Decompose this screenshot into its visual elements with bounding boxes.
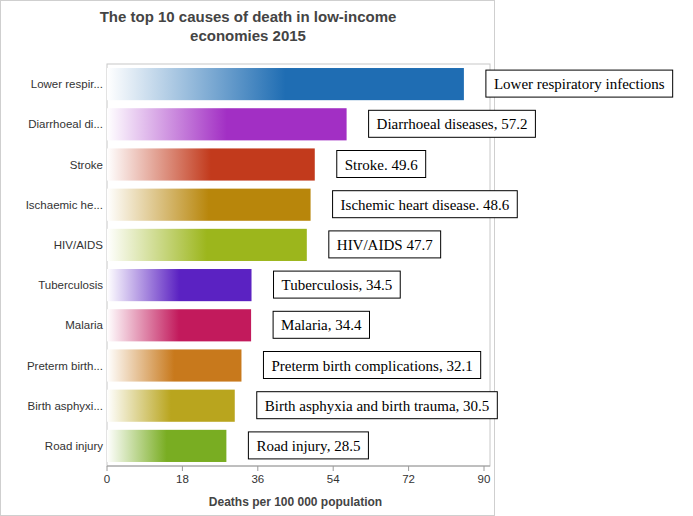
category-label: Stroke	[70, 159, 103, 171]
annotation: Lower respiratory infections	[494, 76, 665, 92]
bar	[107, 349, 241, 381]
annotation: Birth asphyxia and birth trauma, 30.5	[265, 398, 490, 414]
annotation: Stroke. 49.6	[345, 157, 418, 173]
annotation-box	[329, 231, 441, 258]
x-axis-line	[107, 466, 490, 467]
bar	[107, 189, 311, 221]
tick-mark	[484, 466, 485, 471]
category-label: Preterm birth...	[27, 360, 103, 372]
bar	[107, 108, 347, 140]
annotation-box	[486, 70, 673, 97]
tick-mark	[333, 466, 334, 471]
category-label: HIV/AIDS	[54, 239, 104, 251]
bar	[107, 68, 464, 100]
annotation-box	[273, 311, 369, 338]
annotation: Diarrhoeal diseases, 57.2	[377, 116, 528, 132]
category-label: Diarrhoeal di...	[28, 118, 103, 130]
tick-mark	[107, 466, 108, 471]
title: The top 10 causes of death in low-income…	[100, 8, 397, 44]
annotation: HIV/AIDS 47.7	[337, 237, 433, 253]
x-axis-label: Deaths per 100 000 population	[209, 495, 382, 509]
panel-frame	[1, 1, 495, 516]
tick-label: 0	[104, 473, 110, 485]
category-label: Ischaemic he...	[26, 199, 103, 211]
annotation: Malaria, 34.4	[281, 317, 362, 333]
annotation-box	[257, 392, 498, 419]
category-label: Malaria	[65, 319, 103, 331]
bar	[107, 148, 315, 180]
tick-mark	[408, 466, 409, 471]
annotation-box	[337, 151, 426, 178]
tick-label: 72	[402, 473, 415, 485]
annotation: Preterm birth complications, 32.1	[271, 358, 472, 374]
tick-label: 90	[478, 473, 491, 485]
tick-mark	[182, 466, 183, 471]
annotation: Road injury, 28.5	[256, 438, 360, 454]
annotation-box	[274, 271, 401, 298]
tick-label: 54	[327, 473, 340, 485]
tick-label: 18	[176, 473, 189, 485]
annotation-box	[333, 191, 518, 218]
bar	[107, 390, 235, 422]
annotation-box	[369, 110, 536, 137]
category-label: Lower respir...	[31, 78, 103, 90]
annotation-box	[248, 432, 368, 459]
bar	[107, 269, 252, 301]
bar	[107, 430, 226, 462]
tick-label: 36	[251, 473, 264, 485]
bar	[107, 229, 307, 261]
annotation: Tuberculosis, 34.5	[282, 277, 393, 293]
category-label: Birth asphyxi...	[28, 400, 103, 412]
annotation: Ischemic heart disease. 48.6	[341, 197, 510, 213]
bar	[107, 309, 251, 341]
annotation-box	[263, 352, 480, 379]
category-label: Road injury	[45, 440, 103, 452]
category-label: Tuberculosis	[38, 279, 103, 291]
tick-mark	[257, 466, 258, 471]
chart: The top 10 causes of death in low-income…	[0, 0, 693, 516]
